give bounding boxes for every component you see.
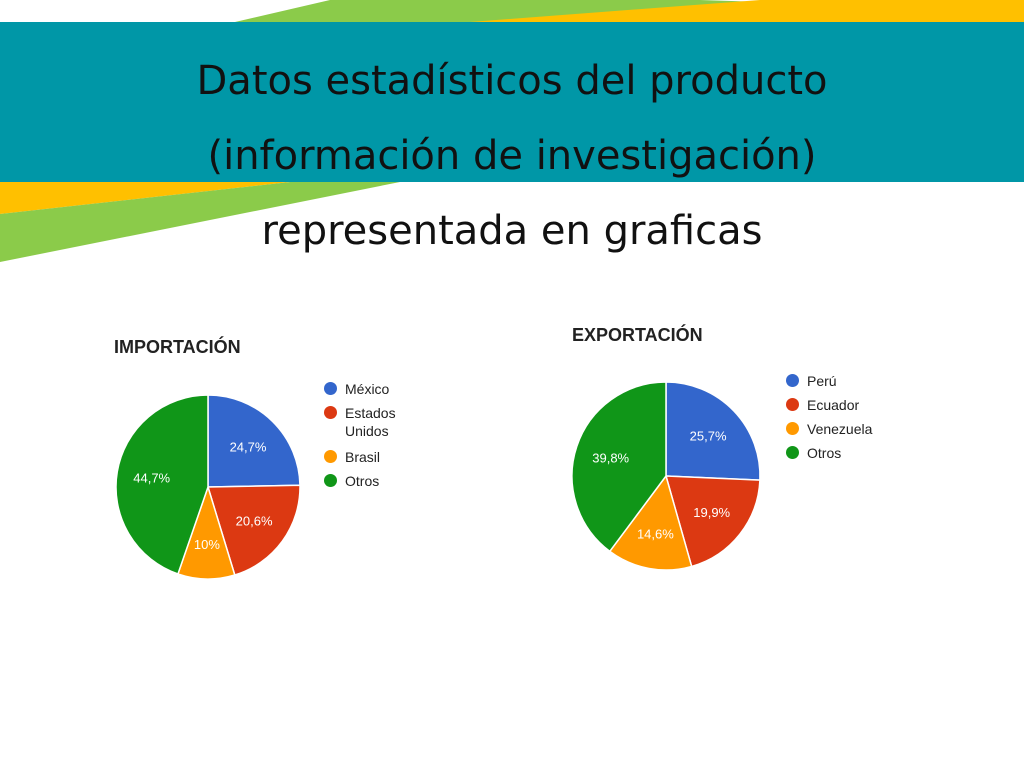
slide-title-line: (información de investigación) (207, 133, 817, 179)
legend-label: Perú (807, 373, 837, 389)
chart-title: IMPORTACIÓN (114, 337, 241, 357)
importacion-legend: México Estados Unidos Brasil Otros (324, 380, 405, 496)
exportacion-pie: 25,7% 19,9% 14,6% 39,8% (571, 381, 761, 571)
legend-swatch (324, 450, 337, 463)
legend-swatch (786, 446, 799, 459)
slice-label: 24,7% (230, 439, 267, 454)
legend-item: México (324, 380, 405, 404)
legend-label: Estados Unidos (345, 405, 396, 439)
legend-item: Otros (786, 444, 867, 468)
legend-swatch (324, 382, 337, 395)
pie-slice (206, 484, 301, 576)
left-green-stripe (0, 182, 400, 262)
legend-label: Venezuela (807, 421, 873, 437)
pie-slice (664, 475, 761, 568)
importacion-pie: 24,7% 20,6% 10% 44,7% (115, 394, 301, 580)
slice-label: 39,8% (592, 451, 629, 466)
legend-item: Perú (786, 372, 867, 396)
legend-item: Estados Unidos (324, 404, 405, 448)
slide-title-line: representada en graficas (261, 208, 763, 254)
title-banner (0, 22, 1024, 182)
legend-item: Otros (324, 472, 405, 496)
legend-label: Brasil (345, 449, 381, 465)
pie-slice (608, 474, 693, 571)
pie-slice (571, 381, 667, 553)
exportacion-chart: EXPORTACIÓN 25,7% 19,9% 14,6% 39,8% Perú Ec… (566, 320, 926, 600)
legend-item: Ecuador (786, 396, 867, 420)
pie-slice (665, 381, 761, 481)
slide-title-line: Datos estadísticos del producto (196, 58, 828, 104)
legend-label: Ecuador (807, 397, 860, 413)
top-yellow-stripe (470, 0, 1024, 22)
legend-label: Otros (807, 445, 842, 461)
legend-swatch (786, 422, 799, 435)
importacion-chart: IMPORTACIÓN 24,7% 20,6% 10% 44,7% México Es… (108, 332, 468, 612)
legend-label: Otros (345, 473, 380, 489)
legend-swatch (324, 474, 337, 487)
legend-swatch (786, 398, 799, 411)
slice-label: 14,6% (637, 526, 674, 541)
legend-label: México (345, 381, 390, 397)
pie-slice (115, 394, 209, 575)
legend-item: Venezuela (786, 420, 873, 444)
slice-label: 44,7% (133, 471, 170, 486)
slice-label: 20,6% (236, 514, 273, 529)
pie-slice (207, 394, 301, 488)
slide-title: Datos estadísticos del producto (informa… (0, 44, 1024, 269)
legend-item: Brasil (324, 448, 405, 472)
slice-label: 10% (194, 537, 220, 552)
slice-label: 25,7% (690, 429, 727, 444)
legend-swatch (324, 406, 337, 419)
slice-label: 19,9% (693, 505, 730, 520)
exportacion-legend: Perú Ecuador Venezuela Otros (786, 372, 873, 468)
chart-title: EXPORTACIÓN (572, 325, 703, 345)
legend-swatch (786, 374, 799, 387)
